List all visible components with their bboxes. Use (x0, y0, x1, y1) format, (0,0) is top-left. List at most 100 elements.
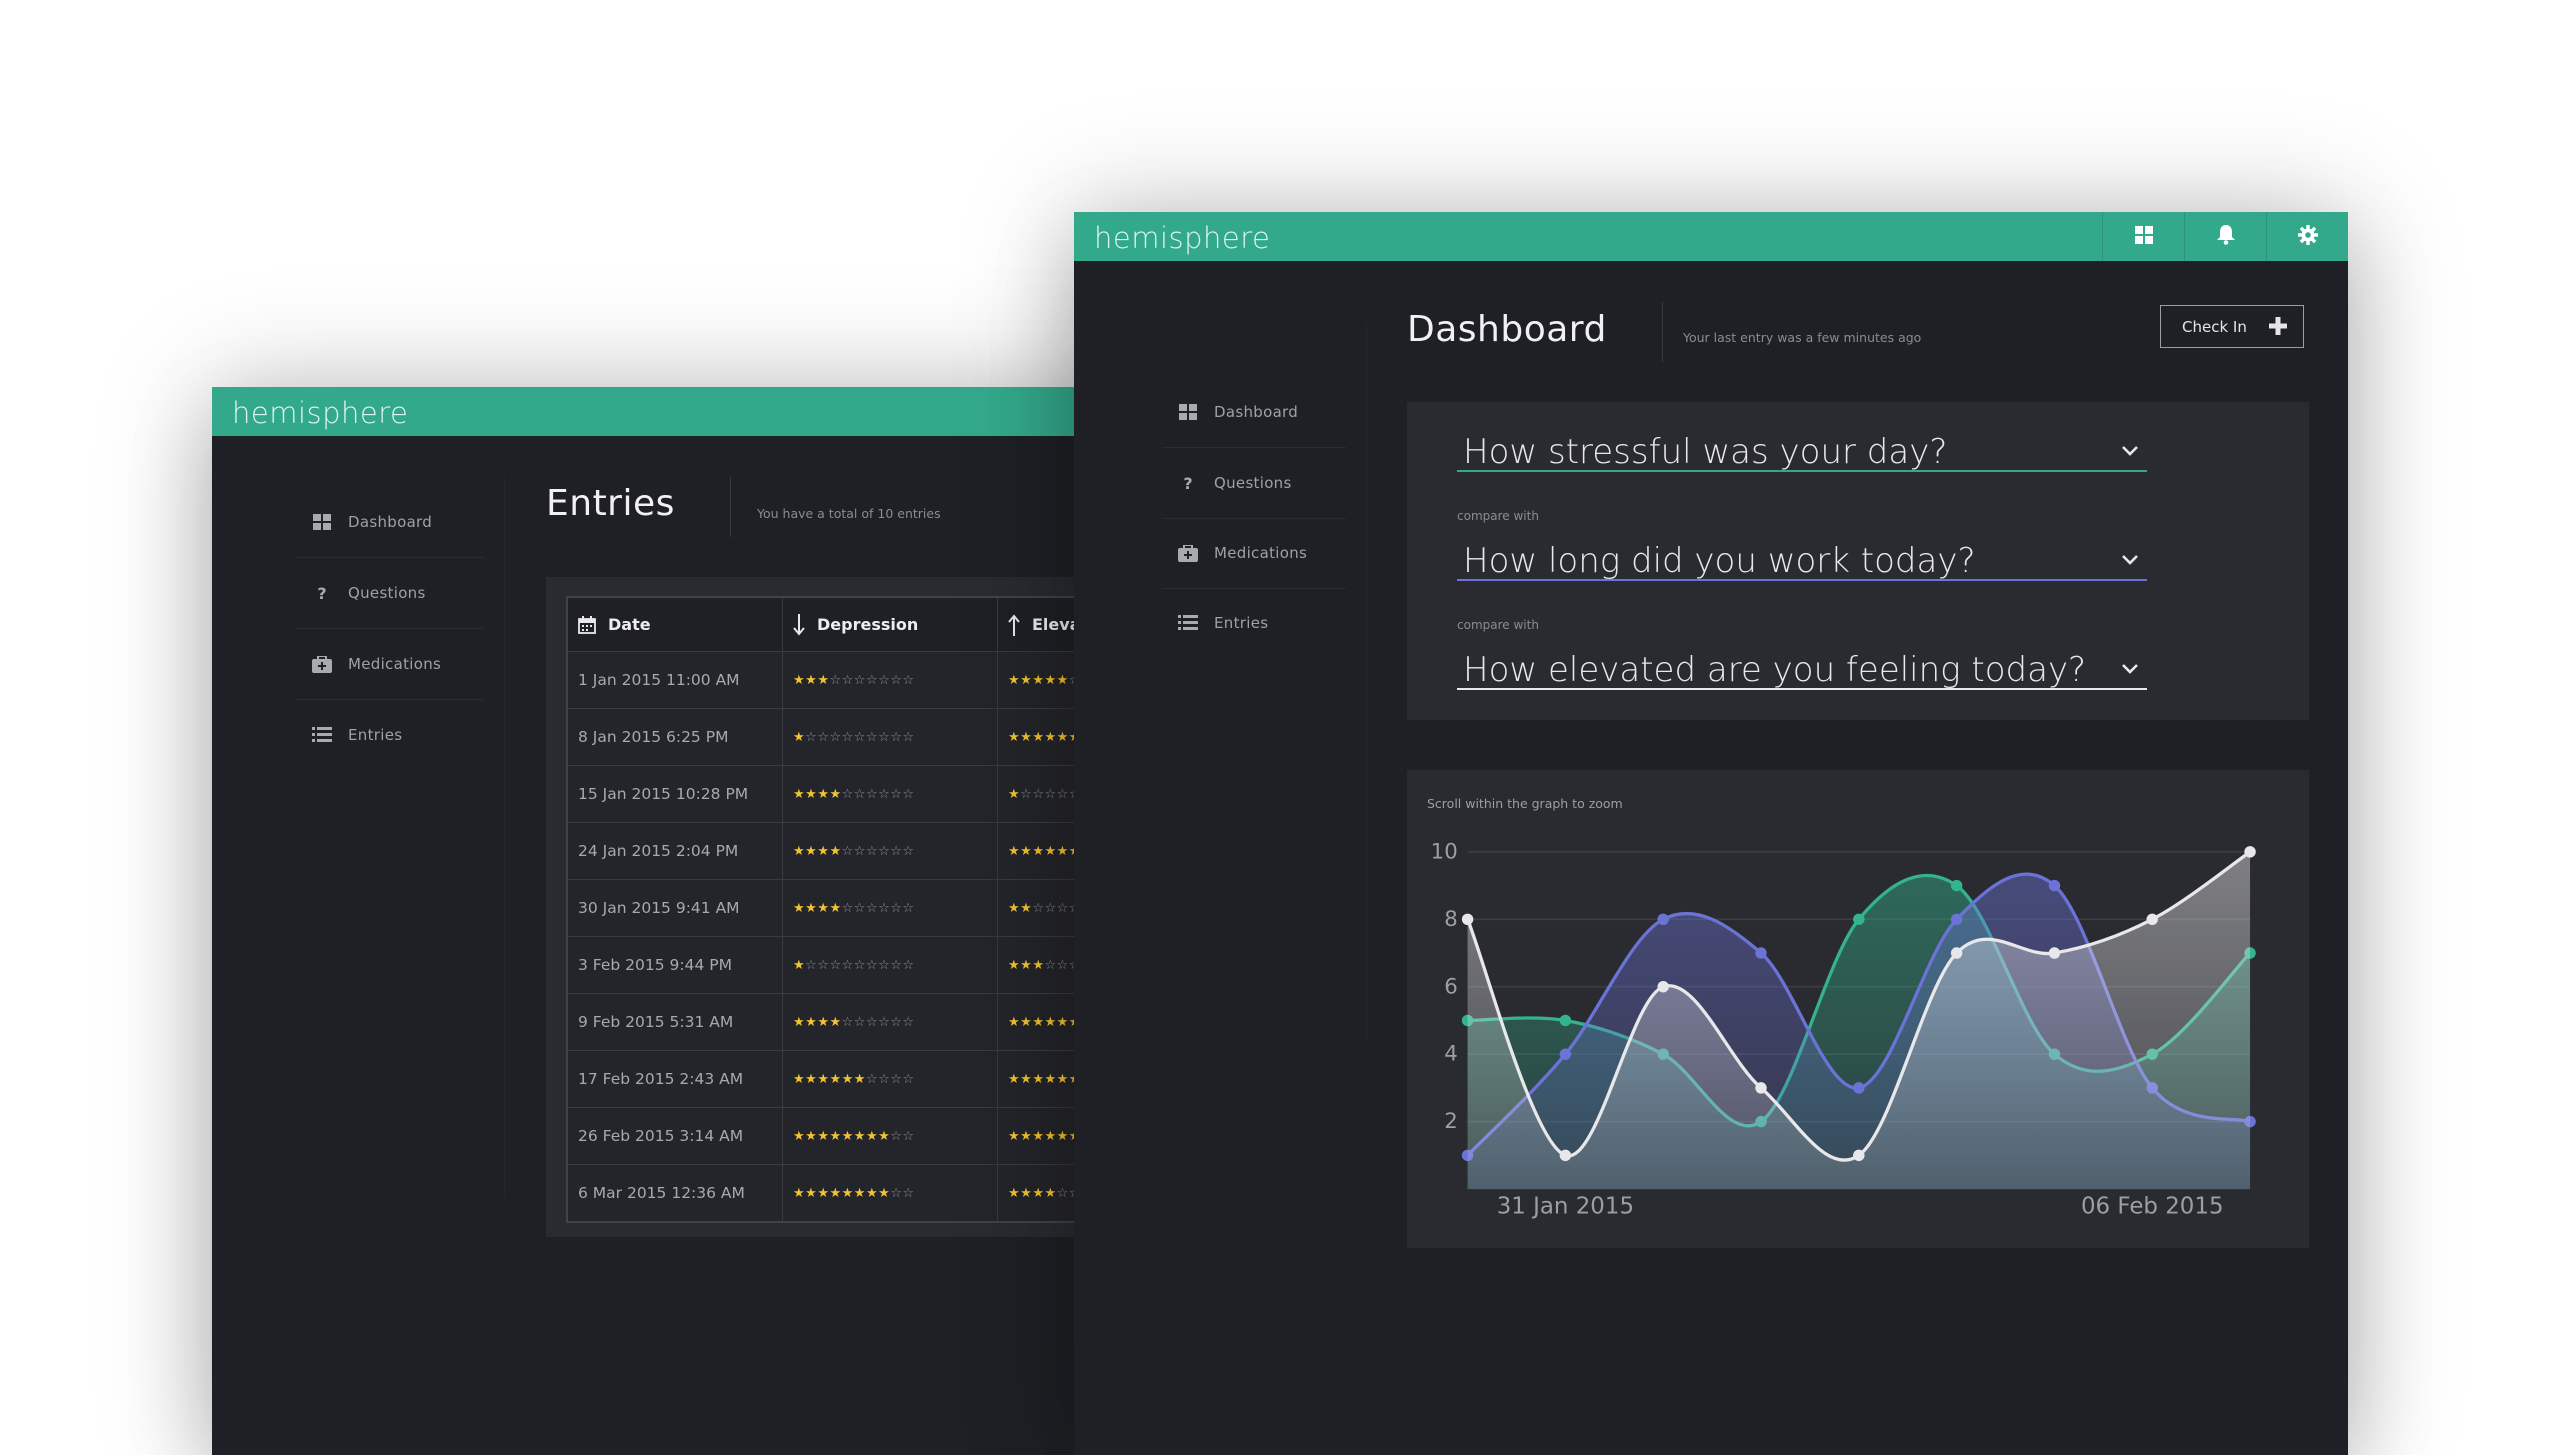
data-point[interactable] (1755, 947, 1767, 959)
table-row[interactable]: 9 Feb 2015 5:31 AM★★★★☆☆☆☆☆☆★★★★★★★☆☆☆ (568, 993, 1310, 1050)
y-tick-label: 8 (1444, 907, 1458, 932)
column-header-date[interactable]: Date (568, 598, 783, 651)
data-point[interactable] (2048, 947, 2061, 959)
sidebar-item-entries[interactable]: Entries (1162, 588, 1346, 658)
star-filled-icon: ★ (1044, 1185, 1057, 1201)
title-divider (1662, 302, 1663, 362)
star-empty-icon: ☆ (841, 1014, 854, 1030)
sidebar-item-label: Questions (348, 584, 426, 602)
data-point[interactable] (1853, 1082, 1865, 1094)
star-filled-icon: ★ (1020, 843, 1033, 859)
data-point[interactable] (1559, 1149, 1572, 1162)
data-point[interactable] (1657, 981, 1669, 993)
star-filled-icon: ★ (1020, 729, 1033, 745)
star-filled-icon: ★ (1044, 843, 1057, 859)
plus-icon (2267, 315, 2289, 341)
star-filled-icon: ★ (793, 729, 806, 745)
data-point[interactable] (1853, 1149, 1865, 1162)
data-point[interactable] (1950, 947, 1963, 959)
settings-button[interactable] (2266, 212, 2348, 261)
bell-icon (2217, 224, 2235, 249)
star-filled-icon: ★ (1020, 1014, 1033, 1030)
star-empty-icon: ☆ (1044, 957, 1057, 973)
page-title: Entries (546, 483, 675, 524)
star-empty-icon: ☆ (890, 672, 903, 688)
star-empty-icon: ☆ (890, 900, 903, 916)
data-point[interactable] (1853, 913, 1865, 926)
data-point[interactable] (1950, 879, 1963, 892)
date-cell: 30 Jan 2015 9:41 AM (568, 880, 783, 936)
apps-button[interactable] (2102, 212, 2185, 261)
compare-select-2[interactable]: How elevated are you feeling today? (1457, 640, 2147, 690)
star-empty-icon: ☆ (853, 672, 866, 688)
sidebar-item-questions[interactable]: ? Questions (1162, 448, 1346, 519)
star-filled-icon: ★ (1020, 1128, 1033, 1144)
data-point[interactable] (2146, 913, 2158, 926)
star-filled-icon: ★ (1008, 1128, 1021, 1144)
table-row[interactable]: 6 Mar 2015 12:36 AM★★★★★★★★☆☆★★★★☆☆☆☆☆☆ (568, 1164, 1310, 1221)
star-empty-icon: ☆ (890, 1128, 903, 1144)
star-filled-icon: ★ (805, 1071, 818, 1087)
data-point[interactable] (2048, 879, 2061, 892)
graph-hint[interactable]: Scroll within the graph to zoom (1427, 796, 1623, 811)
sidebar-item-dashboard[interactable]: Dashboard (1162, 377, 1346, 448)
data-point[interactable] (2244, 846, 2256, 858)
star-empty-icon: ☆ (853, 900, 866, 916)
data-point[interactable] (1559, 1014, 1572, 1027)
sidebar-item-entries[interactable]: Entries (296, 700, 484, 770)
logo[interactable]: hemisphere (232, 396, 409, 430)
depression-rating: ★ ☆ ☆ ☆ ☆ ☆ ☆ ☆ ☆ ☆ (783, 937, 998, 993)
date-cell: 9 Feb 2015 5:31 AM (568, 994, 783, 1050)
depression-rating: ★ ★ ★ ★ ★ ★ ☆ ☆ ☆ ☆ (783, 1051, 998, 1107)
star-filled-icon: ★ (805, 1128, 818, 1144)
data-point[interactable] (1559, 1048, 1572, 1060)
sidebar-item-medications[interactable]: Medications (1162, 518, 1346, 589)
data-point[interactable] (1755, 1082, 1767, 1094)
table-row[interactable]: 26 Feb 2015 3:14 AM★★★★★★★★☆☆★★★★★★☆☆☆☆ (568, 1107, 1310, 1164)
logo[interactable]: hemisphere (1094, 221, 1271, 255)
data-point[interactable] (1657, 913, 1669, 926)
star-filled-icon: ★ (1044, 672, 1057, 688)
star-filled-icon: ★ (805, 786, 818, 802)
compare-select-1[interactable]: How long did you work today? (1457, 531, 2147, 581)
star-filled-icon: ★ (1056, 729, 1069, 745)
title-divider (730, 477, 731, 537)
star-filled-icon: ★ (1056, 1071, 1069, 1087)
star-filled-icon: ★ (1008, 786, 1021, 802)
check-in-button[interactable]: Check In (2160, 305, 2304, 348)
star-filled-icon: ★ (829, 843, 842, 859)
star-empty-icon: ☆ (890, 1185, 903, 1201)
data-point[interactable] (1461, 913, 1474, 926)
question-select[interactable]: How stressful was your day? (1457, 422, 2147, 472)
medkit-icon (1162, 544, 1214, 562)
sidebar-item-medications[interactable]: Medications (296, 629, 484, 700)
sidebar-item-questions[interactable]: ? Questions (296, 558, 484, 629)
star-filled-icon: ★ (805, 843, 818, 859)
column-header-label: Date (608, 615, 651, 634)
star-empty-icon: ☆ (902, 1014, 915, 1030)
data-point[interactable] (1950, 913, 1963, 926)
mood-chart[interactable]: 2 4 6 8 10 31 Jan 2015 06 Feb 2015 (1407, 770, 2309, 1248)
notifications-button[interactable] (2184, 212, 2267, 261)
star-filled-icon: ★ (878, 1128, 891, 1144)
star-empty-icon: ☆ (865, 672, 879, 688)
compare-select-value: How long did you work today? (1463, 541, 1976, 581)
star-filled-icon: ★ (1032, 1128, 1045, 1144)
chevron-down-icon (2121, 442, 2139, 461)
column-header-label: Depression (817, 615, 919, 634)
sidebar-item-dashboard[interactable]: Dashboard (296, 487, 484, 558)
star-filled-icon: ★ (841, 1071, 854, 1087)
star-empty-icon: ☆ (890, 957, 903, 973)
star-empty-icon: ☆ (890, 786, 903, 802)
top-bar: hemisphere (1074, 212, 2348, 261)
date-cell: 6 Mar 2015 12:36 AM (568, 1165, 783, 1221)
depression-rating: ★ ★ ★ ★ ☆ ☆ ☆ ☆ ☆ ☆ (783, 823, 998, 879)
star-filled-icon: ★ (793, 1185, 806, 1201)
star-empty-icon: ☆ (902, 1071, 915, 1087)
star-empty-icon: ☆ (817, 957, 830, 973)
star-filled-icon: ★ (1044, 1014, 1057, 1030)
star-empty-icon: ☆ (865, 900, 879, 916)
y-tick-label: 10 (1431, 839, 1458, 864)
column-header-depression[interactable]: Depression (783, 598, 998, 651)
compare-select-value: How elevated are you feeling today? (1463, 650, 2087, 690)
